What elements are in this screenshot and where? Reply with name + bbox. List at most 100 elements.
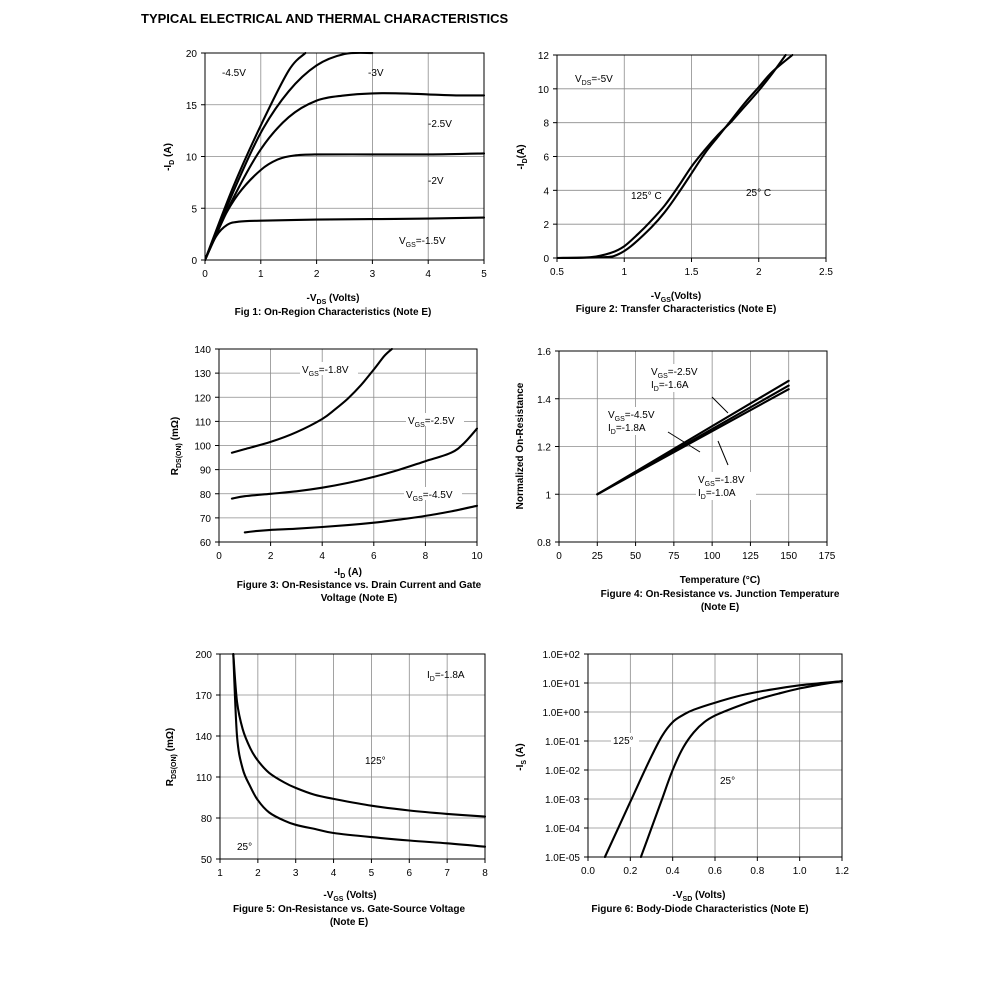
y-axis-label: -ID(A)	[516, 144, 529, 169]
x-tick-label: 7	[444, 868, 450, 879]
figure-caption-line-2: (Note E)	[330, 917, 368, 928]
y-tick-label: 110	[196, 773, 212, 784]
x-tick-label: 0	[216, 551, 222, 562]
label-125: 125°	[365, 756, 386, 767]
label-vgs-2v: -2V	[428, 176, 444, 187]
figure-caption-line-2: Voltage (Note E)	[321, 593, 397, 604]
series-line-25-	[232, 653, 486, 848]
series-line-125-	[603, 680, 843, 858]
figure-caption: Figure 6: Body-Diode Characteristics (No…	[591, 904, 808, 915]
y-tick-label: 60	[200, 538, 212, 549]
figure-caption: Figure 2: Transfer Characteristics (Note…	[576, 304, 777, 315]
x-tick-label: 0.4	[666, 866, 680, 877]
y-tick-label: 140	[194, 345, 211, 356]
pointer-arrow	[667, 431, 701, 453]
y-tick-label: 1.0E+02	[542, 650, 580, 661]
x-tick-label: 0	[202, 269, 208, 280]
page-title: TYPICAL ELECTRICAL AND THERMAL CHARACTER…	[141, 11, 509, 26]
series-line-vgs-2-5v	[230, 427, 478, 500]
x-tick-label: 175	[819, 551, 836, 562]
label-id-1.6a: ID=-1.6A	[651, 380, 689, 393]
label-id-1.8a: ID=-1.8A	[427, 670, 465, 683]
x-tick-label: 2.5	[819, 267, 833, 278]
series-line--4-5v	[205, 52, 307, 261]
label-id-1.0a: ID=-1.0A	[698, 488, 736, 501]
label-25c: 25° C	[746, 188, 771, 199]
x-tick-label: 1.0	[793, 866, 807, 877]
label-id-1.8a: ID=-1.8A	[608, 423, 646, 436]
figure-caption-line-1: Figure 5: On-Resistance vs. Gate-Source …	[233, 904, 466, 915]
y-tick-label: 12	[538, 51, 550, 62]
x-axis-label: -VGS (Volts)	[323, 890, 376, 903]
x-tick-label: 3	[370, 269, 376, 280]
y-tick-label: 120	[194, 393, 211, 404]
y-tick-label: 90	[200, 466, 212, 477]
x-tick-label: 8	[482, 868, 488, 879]
label-vgs-2.5v: -2.5V	[428, 119, 452, 130]
label-25: 25°	[237, 842, 252, 853]
x-tick-label: 6	[407, 868, 413, 879]
x-tick-label: 2	[268, 551, 274, 562]
y-tick-label: 50	[201, 855, 213, 866]
x-tick-label: 75	[668, 551, 680, 562]
x-axis-label: -VGS(Volts)	[651, 291, 702, 304]
y-tick-label: 15	[186, 101, 198, 112]
y-tick-label: 170	[195, 691, 212, 702]
figure-caption-line-1: Figure 4: On-Resistance vs. Junction Tem…	[601, 589, 840, 600]
x-tick-label: 10	[471, 551, 483, 562]
x-tick-label: 2	[314, 269, 320, 280]
y-tick-label: 10	[186, 153, 198, 164]
pointer-arrow	[711, 396, 729, 414]
x-tick-label: 4	[331, 868, 337, 879]
y-tick-label: 140	[195, 732, 212, 743]
x-tick-label: 150	[780, 551, 797, 562]
y-tick-label: 1.2	[537, 443, 551, 454]
y-tick-label: 70	[200, 514, 212, 525]
x-tick-label: 0.5	[550, 267, 564, 278]
label-vgs-3v: -3V	[368, 68, 384, 79]
x-tick-label: 4	[425, 269, 431, 280]
x-tick-label: 0.6	[708, 866, 722, 877]
x-tick-label: 6	[371, 551, 377, 562]
y-tick-label: 200	[195, 650, 212, 661]
x-tick-label: 0.2	[623, 866, 637, 877]
x-tick-label: 50	[630, 551, 642, 562]
x-tick-label: 0	[556, 551, 562, 562]
x-tick-label: 4	[319, 551, 325, 562]
y-tick-label: 1.0E+00	[542, 708, 580, 719]
label-vgs-4.5v: -4.5V	[222, 68, 246, 79]
y-tick-label: 1.6	[537, 347, 551, 358]
x-tick-label: 25	[592, 551, 604, 562]
x-tick-label: 100	[704, 551, 721, 562]
x-tick-label: 5	[481, 269, 487, 280]
series-line-125-	[232, 653, 486, 818]
figure-caption: Fig 1: On-Region Characteristics (Note E…	[235, 307, 432, 318]
x-tick-label: 1.5	[685, 267, 699, 278]
y-tick-label: 110	[195, 417, 211, 428]
y-tick-label: 80	[201, 814, 213, 825]
x-tick-label: 8	[423, 551, 429, 562]
x-tick-label: 2	[255, 868, 261, 879]
x-tick-label: 2	[756, 267, 762, 278]
label-vds: VDS=-5V	[575, 74, 613, 87]
x-axis-label: -VDS (Volts)	[307, 293, 360, 306]
series-line-25-	[639, 680, 843, 858]
x-tick-label: 3	[293, 868, 299, 879]
y-axis-label: RDS(ON) (mΩ)	[165, 728, 178, 786]
series-line-vgs-4-5v	[243, 504, 478, 534]
x-axis-label: Temperature (°C)	[680, 575, 761, 586]
y-tick-label: 6	[543, 153, 549, 164]
x-tick-label: 0.8	[750, 866, 764, 877]
y-tick-label: 1.0E+01	[542, 679, 580, 690]
x-axis-label: -VSD (Volts)	[673, 890, 726, 903]
y-tick-label: 5	[191, 204, 197, 215]
series-line--2v	[205, 152, 485, 261]
series-line--2-5v	[205, 92, 485, 261]
x-tick-label: 1	[621, 267, 627, 278]
x-tick-label: 5	[369, 868, 375, 879]
y-tick-label: 1	[545, 490, 551, 501]
x-tick-label: 1.2	[835, 866, 849, 877]
